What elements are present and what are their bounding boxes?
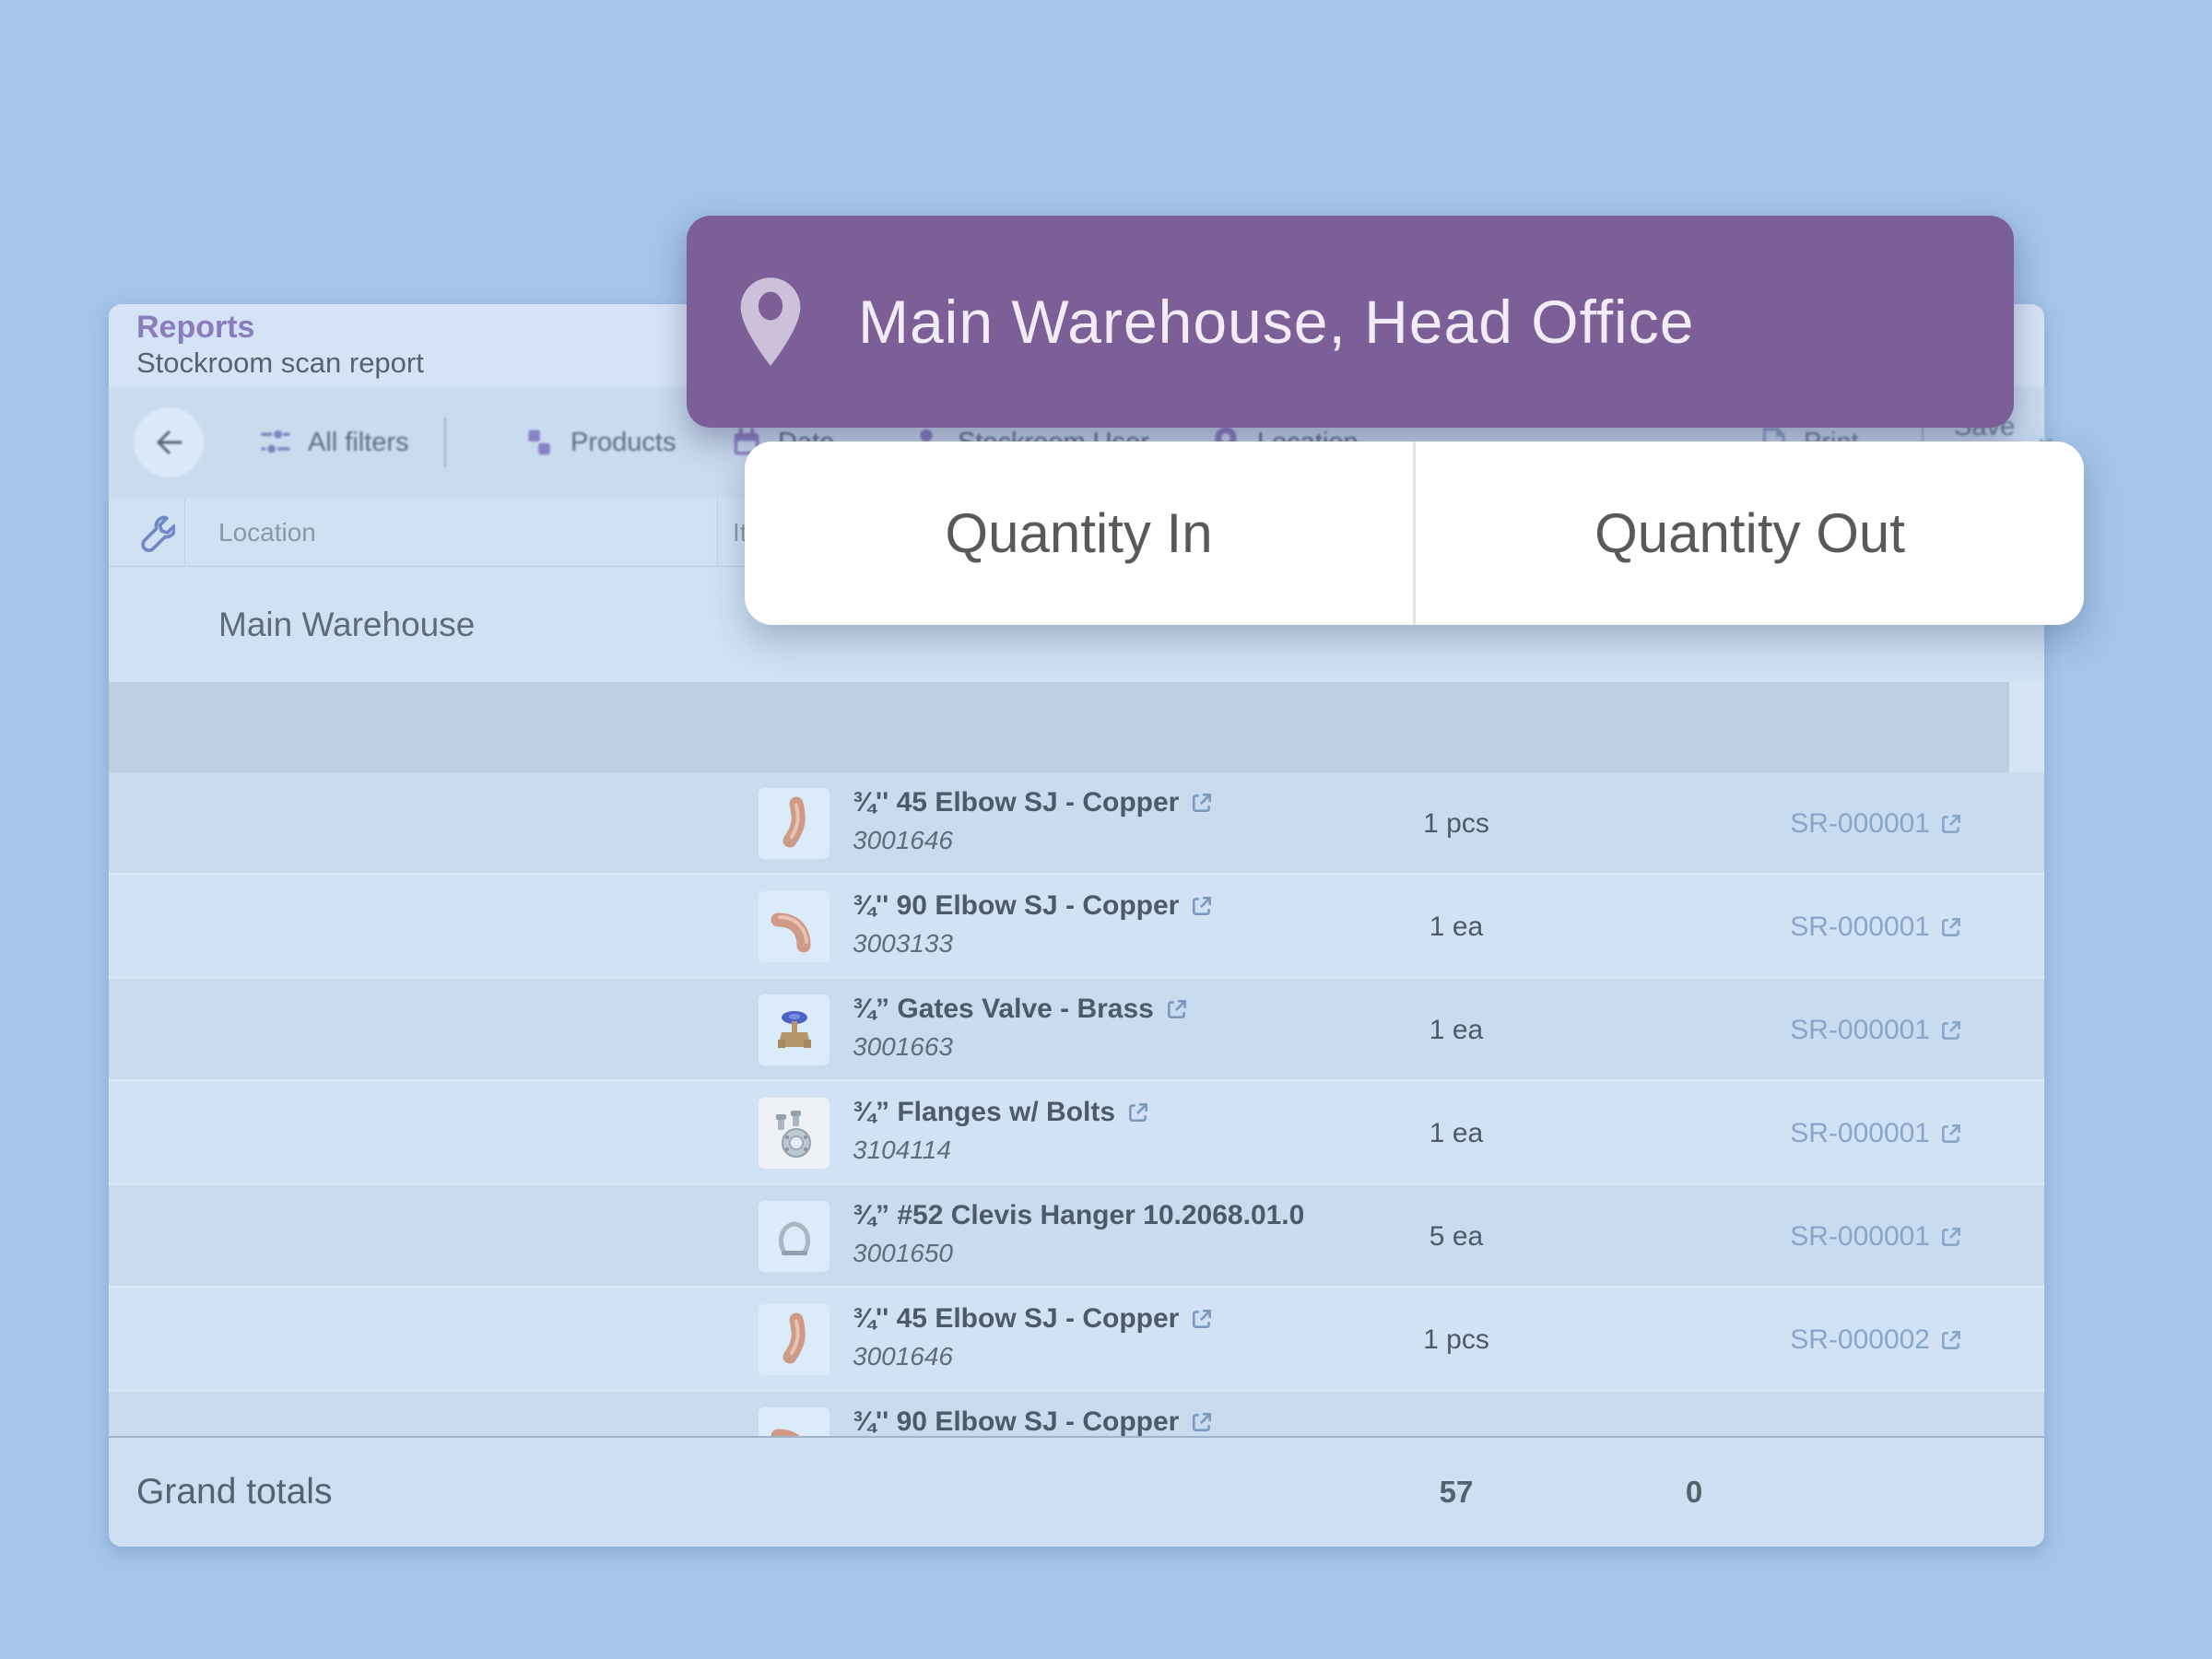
back-arrow-icon xyxy=(157,430,182,454)
column-divider xyxy=(717,498,718,567)
products-filter-label: Products xyxy=(571,427,677,457)
quantity-in-value: 1 pcs xyxy=(1423,808,1489,839)
products-filter-button[interactable]: Products xyxy=(521,387,676,498)
product-name: ¾” Flanges w/ Bolts xyxy=(853,1097,1116,1127)
grand-total-quantity-in: 57 xyxy=(1439,1475,1474,1509)
product-thumbnail xyxy=(759,1304,830,1375)
scan-reference: SR-000002 xyxy=(1790,1324,1930,1355)
external-link-icon xyxy=(1193,1413,1212,1431)
scan-reference: SR-000001 xyxy=(1790,1221,1930,1252)
external-link-icon xyxy=(1942,918,1960,936)
column-settings-wrench-icon[interactable] xyxy=(135,512,175,552)
clevis-hanger-image xyxy=(778,1220,810,1255)
product-thumbnail xyxy=(759,1201,830,1272)
product-name: ¾'' 90 Elbow SJ - Copper xyxy=(853,1406,1180,1436)
product-thumbnail xyxy=(759,1098,830,1169)
product-name: ¾'' 90 Elbow SJ - Copper xyxy=(853,890,1180,921)
column-zoom-callouts: Quantity In Quantity Out xyxy=(745,441,2084,625)
product-sku: 3104114 xyxy=(853,1135,951,1164)
external-link-icon xyxy=(1129,1103,1148,1122)
table-row-partial: ¾'' 90 Elbow SJ - Copper xyxy=(109,1392,2044,1436)
page-title: Stockroom scan report xyxy=(136,347,424,379)
flange-with-bolts-image xyxy=(775,1110,811,1158)
scan-reference: SR-000001 xyxy=(1790,1118,1930,1148)
scan-reference-link[interactable]: SR-000001 xyxy=(1790,876,1963,979)
all-filters-label: All filters xyxy=(308,427,409,457)
external-link-icon xyxy=(1942,1228,1960,1246)
column-header-location[interactable]: Location xyxy=(218,518,316,547)
external-link-icon xyxy=(1942,1021,1960,1040)
product-link[interactable]: ¾'' 90 Elbow SJ - Copper xyxy=(853,890,1214,922)
product-link[interactable]: ¾” Gates Valve - Brass xyxy=(853,994,1189,1025)
product-sku: 3001650 xyxy=(853,1239,954,1267)
product-link[interactable]: ¾” Flanges w/ Bolts xyxy=(853,1097,1150,1128)
quantity-in-value: 1 ea xyxy=(1429,1015,1484,1045)
quantity-in-callout: Quantity In xyxy=(945,502,1213,564)
external-link-icon xyxy=(1193,1310,1212,1328)
product-sku: 3003133 xyxy=(853,929,954,958)
scan-reference-link[interactable]: SR-000001 xyxy=(1790,1185,1963,1288)
callout-divider xyxy=(1413,441,1416,625)
external-link-icon xyxy=(1942,1331,1960,1349)
external-link-icon xyxy=(1942,1124,1960,1143)
external-link-icon xyxy=(1193,897,1212,915)
product-name: ¾” Gates Valve - Brass xyxy=(853,994,1154,1024)
scan-reference-link[interactable]: SR-000001 xyxy=(1790,979,1963,1082)
grand-total-quantity-out: 0 xyxy=(1685,1475,1703,1509)
grand-totals-label: Grand totals xyxy=(136,1472,333,1512)
product-link[interactable]: ¾'' 45 Elbow SJ - Copper xyxy=(853,787,1214,818)
product-link[interactable]: ¾'' 45 Elbow SJ - Copper xyxy=(853,1303,1214,1335)
product-name: ¾” #52 Clevis Hanger 10.2068.01.0 xyxy=(853,1200,1305,1230)
external-link-icon xyxy=(1193,794,1212,812)
product-sku: 3001646 xyxy=(853,826,954,854)
external-link-icon xyxy=(1167,1000,1186,1018)
scan-reference: SR-000001 xyxy=(1790,808,1930,839)
product-thumbnail xyxy=(759,1407,830,1436)
location-group-label: Main Warehouse xyxy=(218,606,476,643)
scan-reference-link[interactable]: SR-000002 xyxy=(1790,1288,1963,1392)
brass-gate-valve-image xyxy=(777,1010,811,1048)
products-icon xyxy=(528,429,550,455)
product-link[interactable]: ¾” #52 Clevis Hanger 10.2068.01.0 xyxy=(853,1200,1304,1231)
product-thumbnail xyxy=(759,994,830,1065)
product-sku: 3001646 xyxy=(853,1342,954,1371)
breadcrumb: Reports xyxy=(136,310,255,345)
product-name: ¾'' 45 Elbow SJ - Copper xyxy=(853,787,1180,818)
quantity-in-value: 1 ea xyxy=(1429,912,1484,942)
copper-elbow-90-image xyxy=(771,912,810,952)
quantity-in-value: 5 ea xyxy=(1429,1221,1484,1252)
quantity-in-value: 1 ea xyxy=(1429,1118,1484,1148)
copper-elbow-90-image xyxy=(771,1429,800,1436)
table-row: ¾'' 45 Elbow SJ - Copper 3001646 1 pcs S… xyxy=(109,772,2044,876)
section-separator-band xyxy=(109,682,2044,772)
scan-reference: SR-000001 xyxy=(1790,912,1930,942)
table-row: ¾” Flanges w/ Bolts 3104114 1 ea SR-0000… xyxy=(109,1082,2044,1185)
sliders-icon xyxy=(261,429,290,453)
map-pin-icon xyxy=(740,277,801,366)
quantity-out-callout: Quantity Out xyxy=(1594,502,1905,564)
product-sku: 3001663 xyxy=(853,1032,954,1061)
table-row: ¾'' 45 Elbow SJ - Copper 3001646 1 pcs S… xyxy=(109,1288,2044,1392)
quantity-in-value: 1 pcs xyxy=(1423,1324,1489,1355)
location-highlight-text: Main Warehouse, Head Office xyxy=(858,288,1695,356)
back-button[interactable] xyxy=(134,407,204,477)
product-thumbnail xyxy=(759,891,830,962)
scan-reference-link[interactable]: SR-000001 xyxy=(1790,772,1963,876)
table-row: ¾'' 90 Elbow SJ - Copper 3003133 1 ea SR… xyxy=(109,876,2044,979)
all-filters-button[interactable]: All filters xyxy=(256,387,409,498)
toolbar-divider xyxy=(444,418,446,467)
scan-reference: SR-000001 xyxy=(1790,1015,1930,1045)
scan-reference-link[interactable]: SR-000001 xyxy=(1790,1082,1963,1185)
product-link[interactable]: ¾'' 90 Elbow SJ - Copper xyxy=(853,1406,1214,1436)
table-row: ¾” Gates Valve - Brass 3001663 1 ea SR-0… xyxy=(109,979,2044,1082)
column-divider xyxy=(184,498,185,567)
product-name: ¾'' 45 Elbow SJ - Copper xyxy=(853,1303,1180,1334)
external-link-icon xyxy=(1942,815,1960,833)
copper-elbow-45-image xyxy=(782,796,806,847)
table-row: ¾” #52 Clevis Hanger 10.2068.01.0 300165… xyxy=(109,1185,2044,1288)
copper-elbow-45-image xyxy=(782,1312,806,1363)
product-thumbnail xyxy=(759,788,830,859)
location-highlight-banner: Main Warehouse, Head Office xyxy=(687,216,2014,428)
grand-totals-row: Grand totals 57 0 xyxy=(109,1436,2044,1547)
